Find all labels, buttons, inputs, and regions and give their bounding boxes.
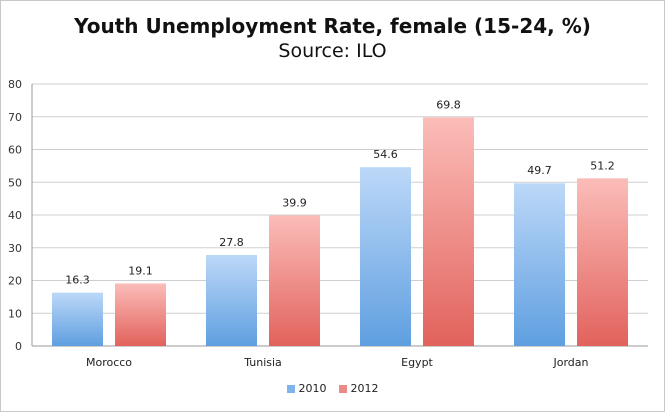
chart-subtitle: Source: ILO <box>278 40 387 62</box>
data-label: 27.8 <box>219 236 244 249</box>
y-tick-label: 50 <box>8 176 22 189</box>
bar-2012-morocco <box>115 283 166 346</box>
x-tick-label: Egypt <box>401 356 433 369</box>
bar-2012-tunisia <box>269 215 320 346</box>
x-tick-label: Jordan <box>553 356 589 369</box>
data-label: 39.9 <box>282 196 307 209</box>
y-tick-label: 10 <box>8 307 22 320</box>
x-tick-label: Tunisia <box>243 356 282 369</box>
y-tick-label: 60 <box>8 144 22 157</box>
data-label: 69.8 <box>436 98 461 111</box>
legend-label-2012: 2012 <box>350 382 379 395</box>
legend-label-2010: 2010 <box>298 382 327 395</box>
bar-2010-tunisia <box>206 254 257 346</box>
data-label: 16.3 <box>65 274 90 287</box>
bar-2012-egypt <box>423 117 474 346</box>
bar-2010-morocco <box>52 292 103 346</box>
legend-swatch-2010 <box>286 384 295 393</box>
y-tick-label: 20 <box>8 275 22 288</box>
bar-2010-egypt <box>360 167 411 346</box>
chart-title: Youth Unemployment Rate, female (15-24, … <box>74 14 591 38</box>
data-label: 54.6 <box>373 148 398 161</box>
chart-legend: 2010 2012 <box>0 382 665 395</box>
legend-item-2010: 2010 <box>286 382 327 395</box>
legend-item-2012: 2012 <box>338 382 379 395</box>
bar-2012-jordan <box>577 178 628 346</box>
y-tick-label: 0 <box>15 340 22 353</box>
bar-2010-jordan <box>514 183 565 346</box>
y-tick-label: 70 <box>8 111 22 124</box>
data-label: 19.1 <box>128 264 153 277</box>
data-label: 51.2 <box>590 159 615 172</box>
y-tick-label: 30 <box>8 242 22 255</box>
x-tick-label: Morocco <box>86 356 132 369</box>
y-tick-label: 40 <box>8 209 22 222</box>
data-label: 49.7 <box>527 164 552 177</box>
legend-swatch-2012 <box>338 384 347 393</box>
y-tick-label: 80 <box>8 78 22 91</box>
